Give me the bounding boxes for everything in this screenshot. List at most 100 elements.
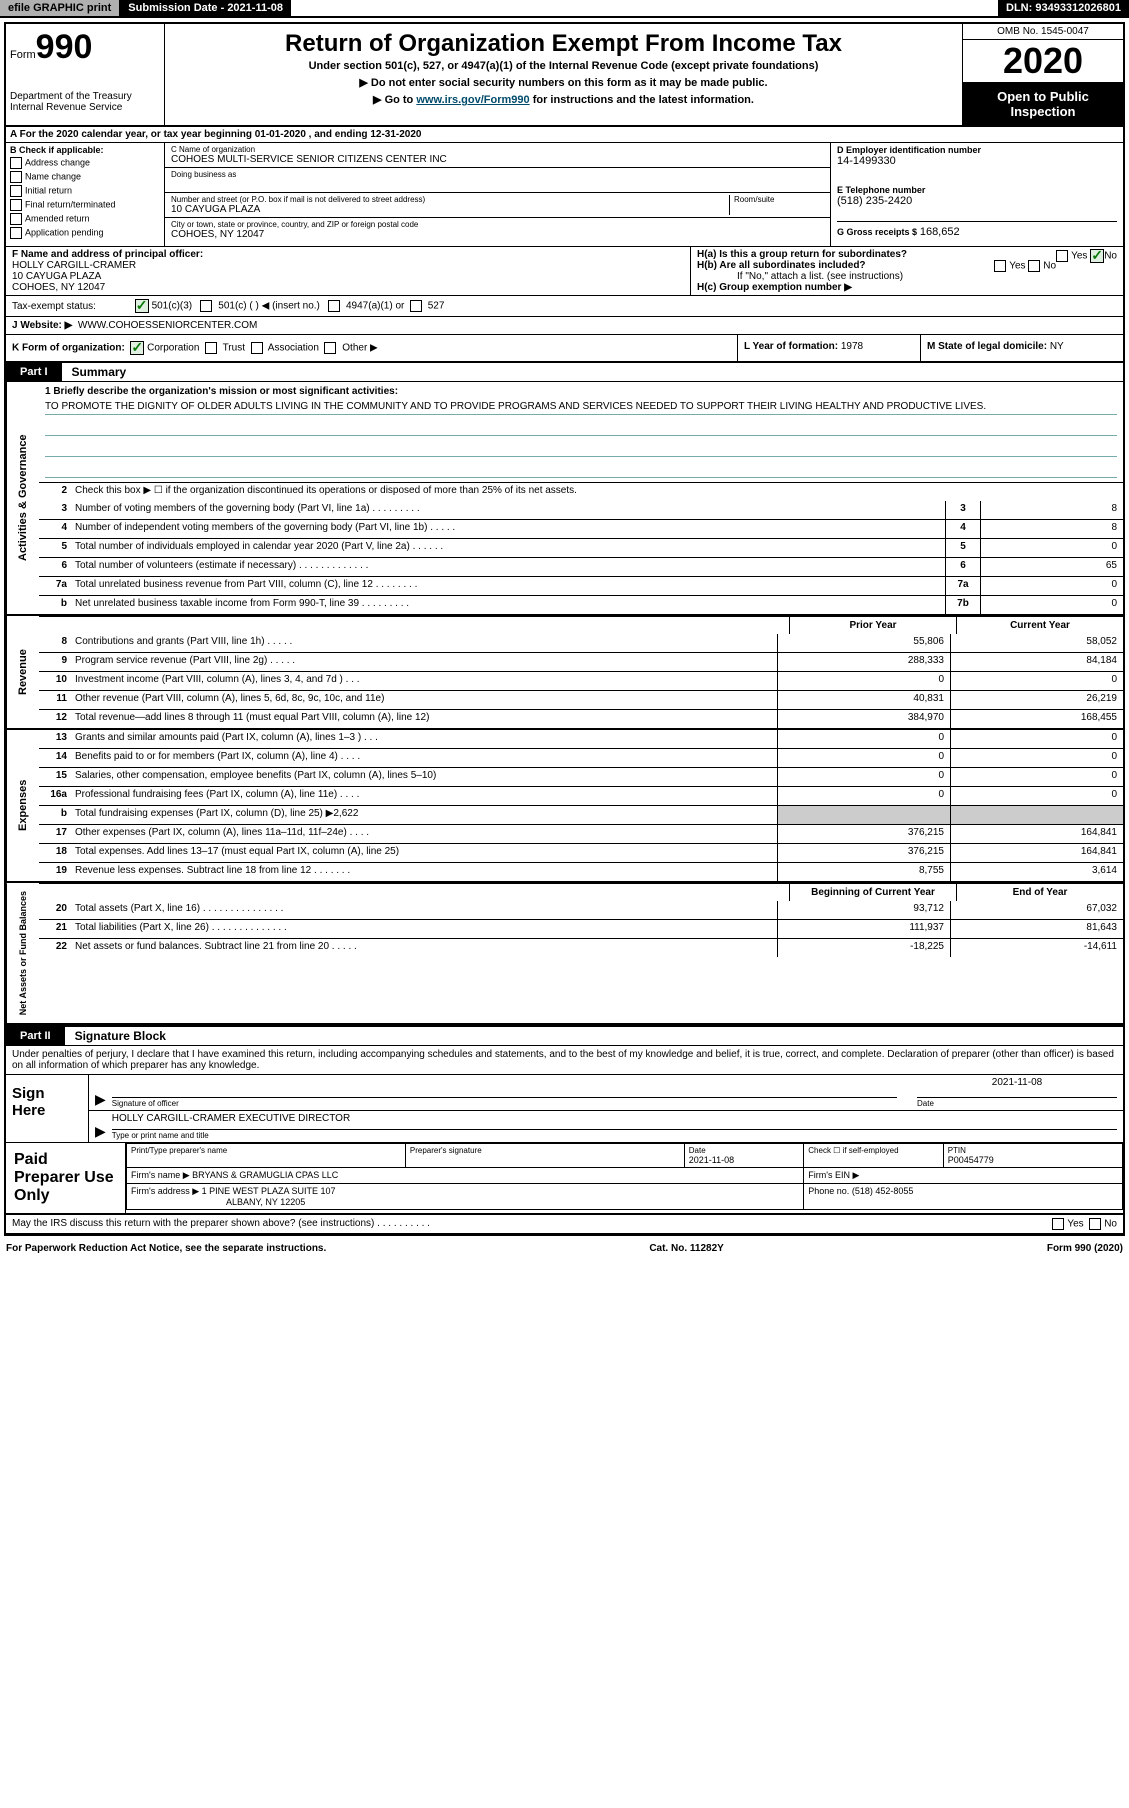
part2-title: Signature Block [65,1029,166,1043]
chk-501c[interactable] [200,300,212,312]
sign-date-label: Date [917,1097,1117,1108]
summary-line: 19Revenue less expenses. Subtract line 1… [39,862,1123,881]
line2-desc: Check this box ▶ ☐ if the organization d… [71,483,1123,501]
tax-exempt-row: Tax-exempt status: 501(c)(3) 501(c) ( ) … [6,296,1123,317]
chk-assoc[interactable] [251,342,263,354]
sign-here-label: Sign Here [6,1075,89,1142]
summary-line: 6Total number of volunteers (estimate if… [39,557,1123,576]
summary-line: 22Net assets or fund balances. Subtract … [39,938,1123,957]
side-netassets: Net Assets or Fund Balances [6,883,39,1023]
phone-label: E Telephone number [837,185,1117,195]
website-row: J Website: ▶ WWW.COHOESSENIORCENTER.COM [6,317,1123,335]
ein-value: 14-1499330 [837,155,1117,167]
header-right: OMB No. 1545-0047 2020 Open to Public In… [962,24,1123,125]
firm-ein-label: Firm's EIN ▶ [808,1170,859,1180]
summary-line: 5Total number of individuals employed in… [39,538,1123,557]
chk-527[interactable] [410,300,422,312]
year-formation: L Year of formation: 1978 [738,335,921,361]
ptin-value: P00454779 [948,1155,1118,1165]
discuss-no[interactable] [1089,1218,1101,1230]
firm-addr2: ALBANY, NY 12205 [226,1197,305,1207]
summary-line: 11Other revenue (Part VIII, column (A), … [39,690,1123,709]
end-year-header: End of Year [956,884,1123,901]
omb-number: OMB No. 1545-0047 [963,24,1123,40]
form-id-block: Form990 Department of the Treasury Inter… [6,24,165,125]
blank-line [45,461,1117,478]
irs-link[interactable]: www.irs.gov/Form990 [416,94,529,106]
submission-date: Submission Date - 2021-11-08 [120,0,291,16]
summary-line: bNet unrelated business taxable income f… [39,595,1123,614]
chk-other[interactable] [324,342,336,354]
org-name: COHOES MULTI-SERVICE SENIOR CITIZENS CEN… [171,154,824,165]
summary-line: 15Salaries, other compensation, employee… [39,767,1123,786]
dba-label: Doing business as [171,170,824,179]
ha-yes[interactable] [1056,250,1068,262]
paid-preparer-label: Paid Preparer Use Only [6,1143,126,1213]
discuss-yes[interactable] [1052,1218,1064,1230]
box-b-label: B Check if applicable: [10,145,160,155]
summary-line: 3Number of voting members of the governi… [39,501,1123,519]
chk-corp[interactable] [130,341,144,355]
summary-line: 18Total expenses. Add lines 13–17 (must … [39,843,1123,862]
hb-note: If "No," attach a list. (see instruction… [697,271,1117,282]
period-line: A For the 2020 calendar year, or tax yea… [6,127,1123,143]
checkbox-final-return[interactable] [10,199,22,211]
ha-no[interactable] [1090,249,1104,263]
footer-formid: Form 990 (2020) [1047,1243,1123,1254]
sig-officer-label: Signature of officer [112,1097,897,1108]
side-activities: Activities & Governance [6,382,39,614]
phone-value: (518) 235-2420 [837,195,1117,207]
box-f: F Name and address of principal officer:… [6,247,691,295]
addr-label: Number and street (or P.O. box if mail i… [171,195,729,204]
dln-label: DLN: 93493312026801 [998,0,1129,16]
hb-no[interactable] [1028,260,1040,272]
gross-value: 168,652 [920,226,960,238]
officer-addr2: COHOES, NY 12047 [12,282,684,293]
form-prefix: Form [10,49,36,61]
part1-title: Summary [62,365,127,379]
open-public-badge: Open to Public Inspection [963,83,1123,125]
gross-label: G Gross receipts $ [837,227,917,237]
form-title: Return of Organization Exempt From Incom… [169,30,958,58]
part1-header: Part I Summary [6,361,1123,382]
efile-label: efile GRAPHIC print [0,0,120,16]
beg-year-header: Beginning of Current Year [789,884,956,901]
summary-line: 21Total liabilities (Part X, line 26) . … [39,919,1123,938]
city-state-zip: COHOES, NY 12047 [171,229,824,240]
discuss-question: May the IRS discuss this return with the… [12,1218,1052,1230]
chk-trust[interactable] [205,342,217,354]
box-h: H(a) Is this a group return for subordin… [691,247,1123,295]
street-address: 10 CAYUGA PLAZA [171,204,729,215]
checkbox-name-change[interactable] [10,171,22,183]
self-employed-check[interactable]: Check ☐ if self-employed [808,1146,938,1155]
part1-tab: Part I [6,363,62,381]
side-expenses: Expenses [6,730,39,881]
checkbox-amended[interactable] [10,213,22,225]
box-d: D Employer identification number 14-1499… [831,143,1123,246]
checkbox-address-change[interactable] [10,157,22,169]
dept-label: Department of the Treasury Internal Reve… [10,91,160,113]
header-center: Return of Organization Exempt From Incom… [165,24,962,125]
summary-line: bTotal fundraising expenses (Part IX, co… [39,805,1123,824]
perjury-declaration: Under penalties of perjury, I declare th… [6,1046,1123,1075]
officer-signature-field[interactable] [112,1077,897,1097]
mission-text: TO PROMOTE THE DIGNITY OF OLDER ADULTS L… [45,401,1117,415]
form-number: 990 [36,28,93,66]
part2-header: Part II Signature Block [6,1025,1123,1046]
blank-line [45,440,1117,457]
summary-line: 16aProfessional fundraising fees (Part I… [39,786,1123,805]
hb-yes[interactable] [994,260,1006,272]
arrow-icon: ▶ [95,1091,106,1108]
chk-501c3[interactable] [135,299,149,313]
mission-block: 1 Briefly describe the organization's mi… [39,382,1123,482]
summary-line: 9Program service revenue (Part VIII, lin… [39,652,1123,671]
chk-4947[interactable] [328,300,340,312]
city-label: City or town, state or province, country… [171,220,824,229]
prep-date: 2021-11-08 [689,1155,800,1165]
blank-line [45,419,1117,436]
summary-line: 7aTotal unrelated business revenue from … [39,576,1123,595]
checkbox-initial-return[interactable] [10,185,22,197]
summary-line: 8Contributions and grants (Part VIII, li… [39,634,1123,652]
summary-line: 4Number of independent voting members of… [39,519,1123,538]
checkbox-pending[interactable] [10,227,22,239]
